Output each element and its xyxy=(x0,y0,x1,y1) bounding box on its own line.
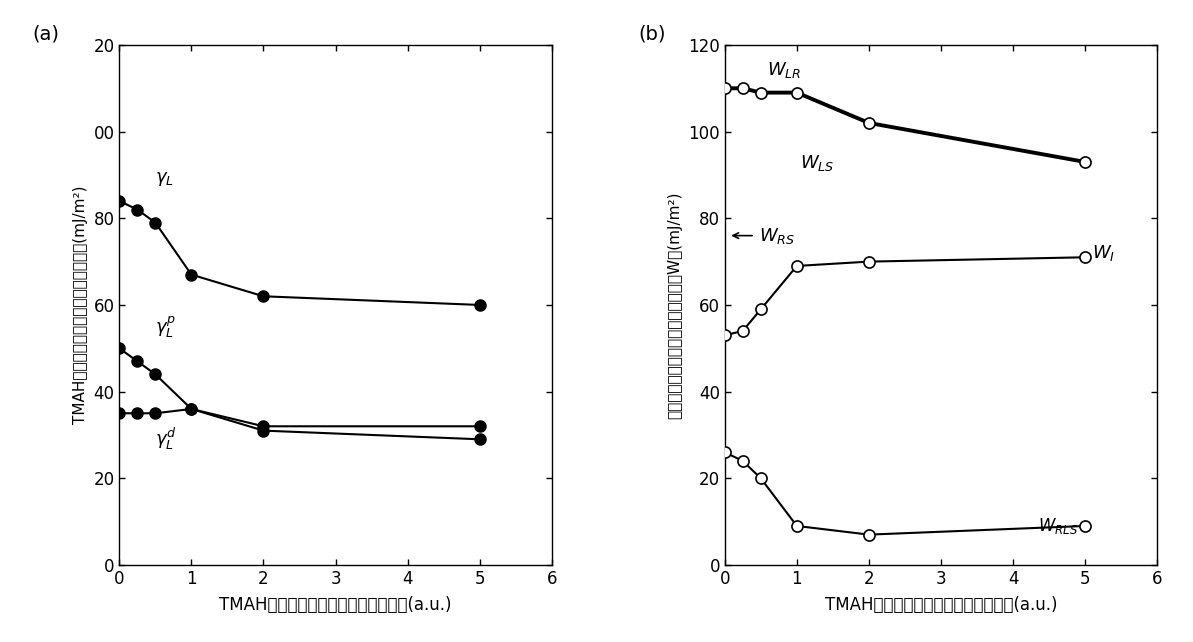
X-axis label: TMAH水溶液中へ高分子膜の溶解濃度(a.u.): TMAH水溶液中へ高分子膜の溶解濃度(a.u.) xyxy=(824,596,1057,614)
Text: (a): (a) xyxy=(33,24,60,43)
Text: $W_I$: $W_I$ xyxy=(1093,243,1115,263)
Text: $W_{LS}$: $W_{LS}$ xyxy=(801,153,835,173)
Text: $\gamma_L^d$: $\gamma_L^d$ xyxy=(155,426,177,452)
Text: $W_{LR}$: $W_{LR}$ xyxy=(767,60,801,80)
Text: $\gamma_L^p$: $\gamma_L^p$ xyxy=(155,315,177,340)
Text: $W_{RLS}$: $W_{RLS}$ xyxy=(1038,516,1078,536)
Text: $\gamma_L$: $\gamma_L$ xyxy=(155,170,174,188)
Y-axis label: TMAH水溶液の表面エネルギーと成分　(mJ/m²): TMAH水溶液の表面エネルギーと成分 (mJ/m²) xyxy=(73,186,88,424)
Text: (b): (b) xyxy=(638,24,666,43)
X-axis label: TMAH水溶液中へ高分子膜の溶解濃度(a.u.): TMAH水溶液中へ高分子膜の溶解濃度(a.u.) xyxy=(220,596,452,614)
Y-axis label: 高分子膜と基板との付着エネルギーW　(mJ/m²): 高分子膜と基板との付着エネルギーW (mJ/m²) xyxy=(668,191,682,419)
Text: $W_{RS}$: $W_{RS}$ xyxy=(759,225,795,246)
